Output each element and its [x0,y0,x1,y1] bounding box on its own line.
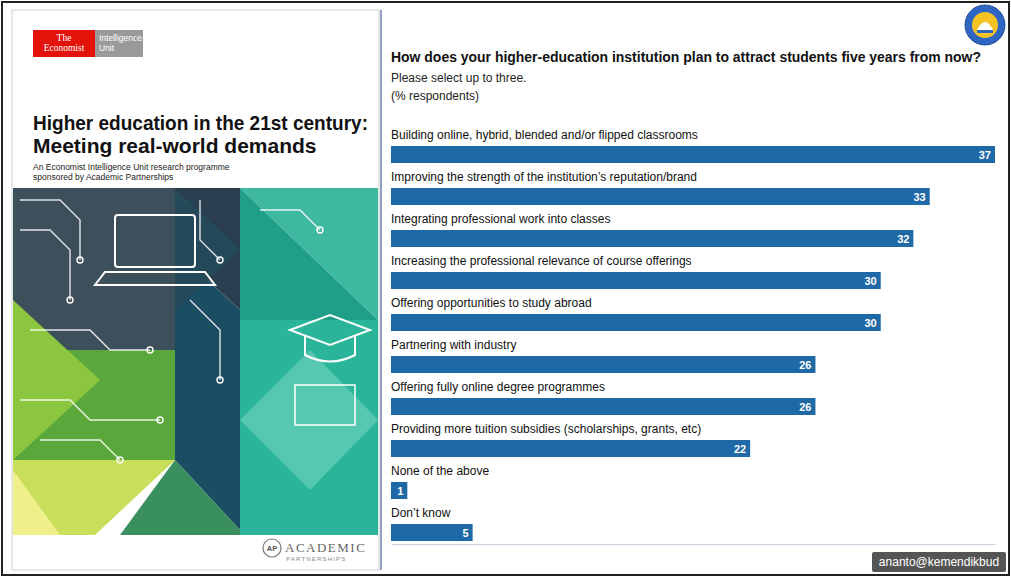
cover-artwork [13,188,378,535]
bar [391,230,913,247]
data-label: 30 [864,317,876,329]
sponsor-mark: AP [267,544,277,553]
circuit-node [77,257,83,263]
circuit-line [260,210,320,230]
publisher-text: Economist [44,43,85,53]
artwork-shape [13,300,100,460]
artwork-shape [240,320,378,535]
data-label: 32 [897,233,909,245]
unit-text: Unit [99,43,115,53]
bar [391,188,930,205]
circuit-node [67,297,73,303]
artwork-shape [175,188,240,310]
circuit-node [317,227,323,233]
chart-subtitle: Please select up to three. [391,71,526,85]
category-label: Integrating professional work into class… [391,212,610,226]
diploma [295,385,355,425]
separator [380,10,382,570]
circuit-line [30,330,150,350]
sponsor-name: ACADEMIC [285,540,366,555]
category-label: Increasing the professional relevance of… [391,254,692,268]
circuit-line [190,300,220,380]
circuit-node [217,257,223,263]
cover-panel [12,10,379,570]
data-labels: 37 33 32 30 30 26 26 22 1 5 [397,149,991,539]
sponsor-tagline: PARTNERSHIPS [286,556,347,562]
unit-box [95,30,143,57]
circuit-node [217,377,223,383]
circuit-node [157,417,163,423]
laptop-screen [115,215,195,267]
artwork-shape [120,460,240,535]
data-label: 22 [734,443,746,455]
logo-outer [965,5,1005,45]
data-label: 5 [462,527,468,539]
category-label: Providing more tuition subsidies (schola… [391,422,701,436]
cover: TheEconomist IntelligenceUnit Higher educa… [13,30,378,562]
page: TheEconomist IntelligenceUnit Higher educa… [0,0,1011,577]
data-label: 33 [913,191,925,203]
laptop-base [95,272,215,285]
bar [391,146,995,163]
cover-description: sponsored by Academic Partnerships [33,172,173,182]
footer-text: ananto@kemendikbud [879,555,999,569]
bar [391,272,881,289]
sponsor-seal [263,539,281,557]
bar [391,440,750,457]
slide-frame [2,2,1009,575]
bar [391,398,815,415]
bars [391,146,995,541]
cover-title: Meeting real-world demands [33,134,317,157]
chart-subtitle: (% respondents) [391,89,479,103]
data-label: 26 [799,401,811,413]
x-axis [392,544,996,545]
cap-top [290,315,370,345]
circuit-line [20,230,70,300]
logo-band [977,30,993,33]
circuit-node [147,347,153,353]
footer-box [872,552,1006,572]
cap-body [305,336,355,362]
bar [391,314,881,331]
publisher-text: The [57,33,72,43]
bar [391,524,473,541]
category-label: Building online, hybrid, blended and/or … [391,128,698,142]
background [0,0,1011,577]
artwork-shape [240,350,378,490]
logo-emblem [977,22,993,30]
category-label: Don’t know [391,506,451,520]
circuit-line [20,400,160,420]
circuit-line [40,440,120,460]
publisher-box [33,30,95,57]
cover-title: Higher education in the 21st century: [33,111,368,134]
category-label: Partnering with industry [391,338,516,352]
bar [391,356,815,373]
category-label: Offering fully online degree programmes [391,380,605,394]
circuit-node [117,457,123,463]
category-label: Improving the strength of the institutio… [391,170,697,184]
ministry-logo [965,5,1005,45]
chart: How does your higher-education instituti… [391,49,996,545]
circuit-line [200,200,220,260]
data-label: 26 [799,359,811,371]
data-label: 1 [397,485,403,497]
x-axis-line [392,544,996,545]
unit-text: Intelligence [99,33,142,43]
chart-title: How does your higher-education instituti… [391,49,981,65]
artwork-shape [13,470,60,535]
bar [391,482,407,499]
category-label: Offering opportunities to study abroad [391,296,592,310]
logo-inner [972,12,998,38]
data-label: 37 [979,149,991,161]
cover-description: An Economist Intelligence Unit research … [33,162,230,172]
category-label: None of the above [391,464,489,478]
data-label: 30 [864,275,876,287]
